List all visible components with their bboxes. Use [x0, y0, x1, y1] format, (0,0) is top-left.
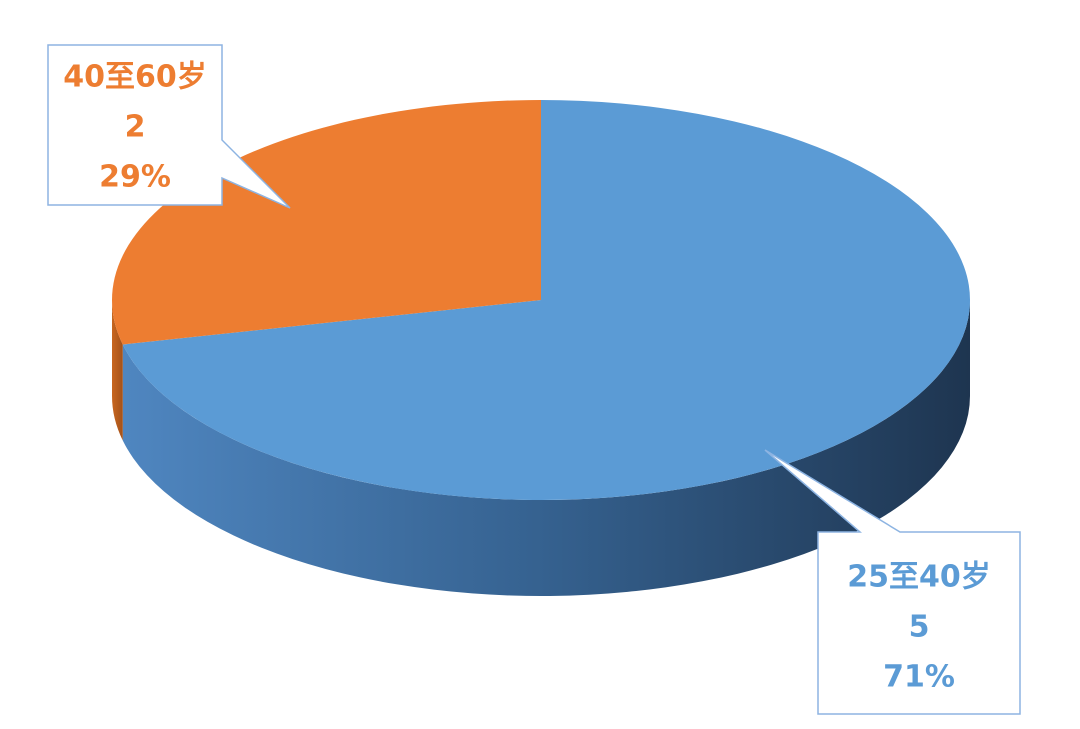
pie: [111, 100, 971, 597]
value-label: 2: [125, 110, 146, 145]
category-label: 40至60岁: [63, 60, 207, 95]
slice-side: [112, 300, 123, 441]
percentage-label: 71%: [883, 660, 955, 695]
slice: [122, 100, 971, 501]
data-labels: 25至40岁 5 71% 40至60岁 2 29%: [63, 60, 991, 695]
callout-box: [47, 44, 291, 209]
percentage-label: 29%: [99, 160, 171, 195]
slice: [111, 100, 542, 345]
category-label: 25至40岁: [847, 560, 991, 595]
slice-side: [122, 300, 971, 597]
value-label: 5: [909, 610, 930, 645]
callout-box: [764, 449, 1021, 715]
